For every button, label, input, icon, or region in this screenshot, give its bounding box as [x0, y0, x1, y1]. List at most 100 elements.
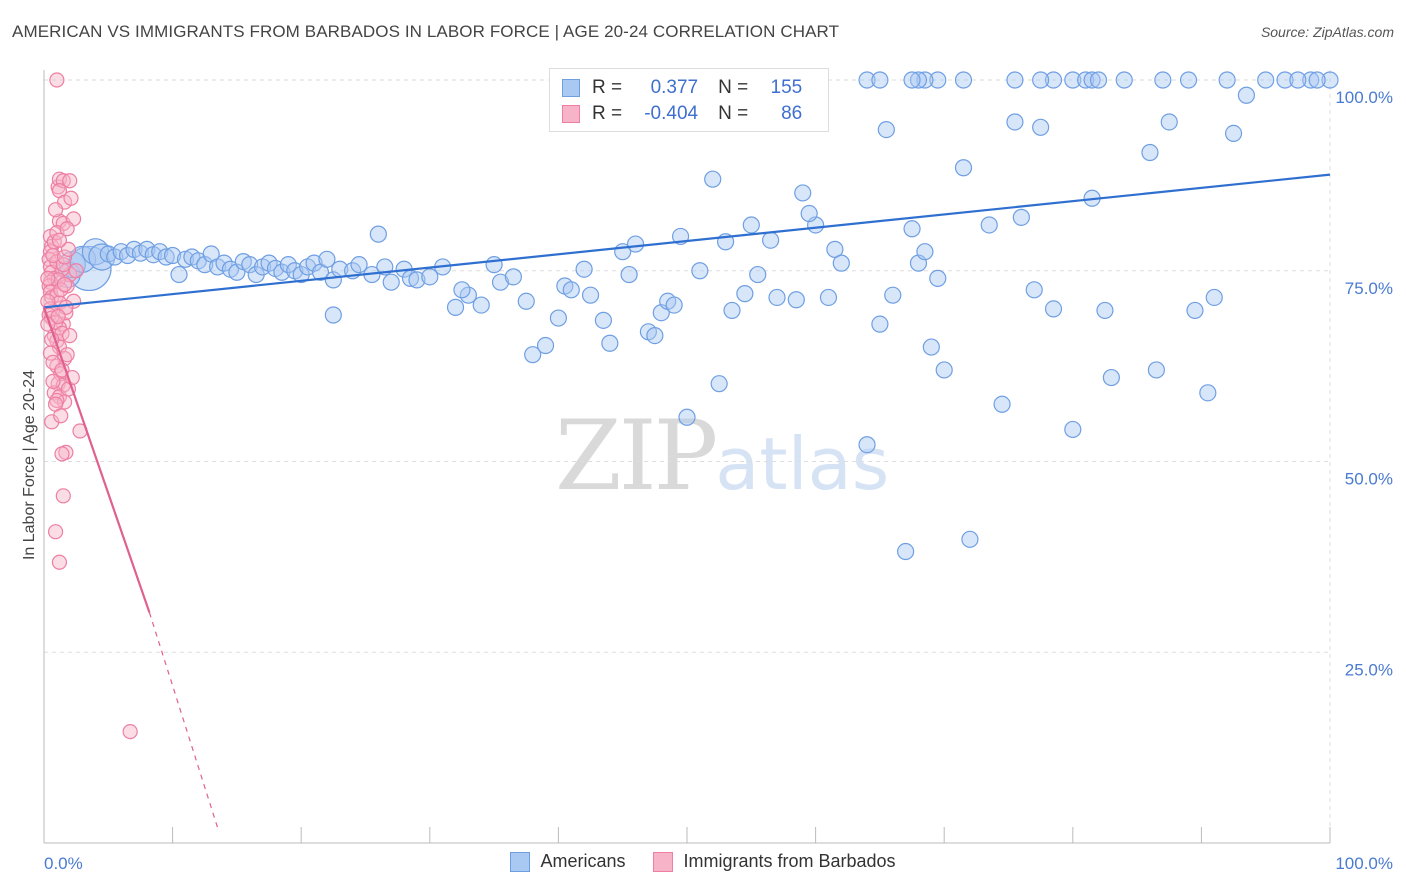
americans-point [485, 256, 503, 274]
americans-point [549, 309, 568, 327]
x-tick-label-max: 100.0% [1335, 854, 1393, 873]
americans-point [453, 281, 471, 299]
americans-point [1006, 113, 1024, 131]
legend-item-barbados[interactable]: Immigrants from Barbados [653, 851, 896, 872]
barbados-point [49, 72, 65, 88]
watermark-atlas: atlas [715, 422, 890, 506]
americans-point [980, 216, 998, 234]
americans-point [491, 273, 510, 291]
americans-point [1199, 384, 1217, 402]
americans-point [1077, 71, 1095, 89]
barbados-points [40, 72, 138, 740]
americans-point [196, 256, 214, 274]
americans-point [1115, 71, 1133, 89]
americans-point [228, 263, 246, 281]
americans-point [279, 256, 297, 274]
legend-item-americans[interactable]: Americans [510, 851, 625, 872]
americans-point [472, 296, 490, 314]
americans-point [819, 288, 838, 307]
grid-layer [44, 70, 1331, 843]
americans-point [620, 265, 638, 284]
chart-title: AMERICAN VS IMMIGRANTS FROM BARBADOS IN … [12, 22, 840, 41]
americans-point [787, 291, 805, 309]
americans-point [826, 240, 844, 258]
americans-point [736, 285, 754, 303]
americans-points [53, 71, 1339, 561]
legend-swatch-americans [510, 851, 531, 872]
americans-point [877, 120, 895, 139]
americans-point [1089, 71, 1108, 89]
legend-swatch-barbados [653, 851, 674, 872]
americans-r-value: 0.377 [650, 77, 699, 98]
barbados-point [59, 221, 75, 237]
barbados-trend-line [42, 307, 151, 613]
barbados-point [55, 257, 71, 273]
americans-point [832, 254, 850, 272]
americans-point [369, 225, 387, 243]
americans-point [954, 159, 973, 177]
americans-point [794, 184, 812, 202]
barbados-point [50, 308, 66, 325]
americans-point [581, 286, 600, 304]
americans-trend-line [43, 173, 1331, 309]
americans-point [517, 292, 535, 310]
americans-n-label: N = [718, 77, 749, 98]
americans-point [1025, 281, 1043, 299]
americans-point [723, 301, 741, 320]
americans-point [800, 204, 818, 223]
americans-point [324, 306, 342, 324]
americans-point [1205, 288, 1223, 307]
americans-point [929, 269, 947, 287]
americans-point [1096, 301, 1114, 320]
barbados-point [55, 488, 71, 504]
americans-point [993, 395, 1011, 413]
americans-point [1289, 71, 1307, 89]
americans-point [871, 71, 889, 89]
barbados-point [54, 446, 70, 462]
barbados-point [62, 173, 78, 189]
americans-point [1160, 113, 1178, 131]
americans-point [749, 265, 767, 284]
y-tick-label-50: 50.0% [1345, 470, 1393, 489]
americans-point [1006, 71, 1024, 89]
watermark-zip: ZIP [555, 400, 718, 512]
americans-point [524, 346, 542, 364]
americans-point [350, 256, 368, 274]
americans-point [1102, 368, 1120, 387]
barbados-r-value: -0.404 [644, 103, 699, 124]
americans-point [897, 542, 915, 561]
americans-point [1186, 301, 1204, 320]
americans-point [903, 71, 921, 89]
americans-point [626, 235, 645, 253]
americans-n-value: 155 [770, 77, 803, 98]
americans-point [916, 71, 934, 89]
x-tick-label-min: 0.0% [44, 854, 83, 873]
americans-point [1237, 86, 1256, 104]
americans-point [421, 268, 439, 286]
americans-point [382, 273, 400, 291]
americans-point [215, 254, 233, 272]
trend-layer [42, 173, 1331, 828]
americans-point [1257, 71, 1275, 89]
americans-point [536, 336, 555, 355]
americans-point [1179, 71, 1198, 89]
americans-point [601, 334, 619, 352]
americans-point [1224, 124, 1243, 143]
americans-point [1321, 71, 1339, 89]
barbados-trend-extension [148, 612, 219, 828]
legend-label-americans: Americans [540, 851, 626, 871]
americans-point [1083, 71, 1101, 89]
americans-point [1154, 71, 1172, 89]
americans-point [318, 250, 336, 268]
americans-point [961, 530, 979, 548]
y-tick-label-75: 75.0% [1345, 279, 1393, 298]
americans-point [858, 71, 876, 89]
y-tick-label-25: 25.0% [1345, 660, 1393, 679]
americans-point [1064, 71, 1082, 89]
watermark: ZIPatlas [555, 400, 889, 512]
source-credit: Source: ZipAtlas.com [1260, 24, 1394, 40]
barbados-n-label: N = [718, 103, 749, 124]
americans-point [922, 338, 940, 356]
americans-point [408, 271, 426, 289]
